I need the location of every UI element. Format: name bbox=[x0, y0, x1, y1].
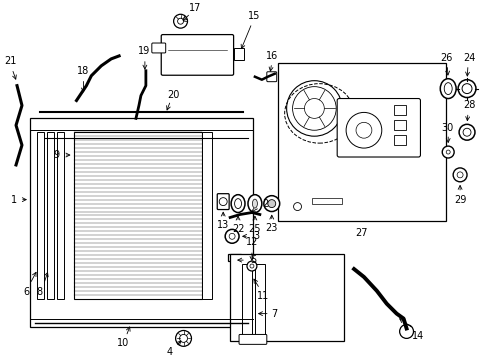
Circle shape bbox=[356, 122, 372, 138]
FancyBboxPatch shape bbox=[161, 35, 234, 75]
Bar bbox=[230, 254, 344, 341]
Circle shape bbox=[225, 229, 239, 243]
Text: 22: 22 bbox=[232, 224, 245, 234]
Bar bbox=[255, 264, 265, 337]
Bar bbox=[242, 264, 252, 337]
FancyBboxPatch shape bbox=[337, 99, 420, 157]
Bar bbox=[278, 63, 446, 221]
Circle shape bbox=[400, 324, 414, 338]
Circle shape bbox=[287, 81, 342, 136]
Circle shape bbox=[453, 168, 467, 182]
Circle shape bbox=[264, 196, 280, 212]
Circle shape bbox=[446, 150, 450, 154]
Circle shape bbox=[294, 203, 301, 211]
Circle shape bbox=[346, 112, 382, 148]
Circle shape bbox=[177, 18, 184, 24]
Ellipse shape bbox=[252, 199, 257, 208]
Circle shape bbox=[459, 124, 475, 140]
Text: 8: 8 bbox=[37, 287, 43, 297]
Ellipse shape bbox=[231, 195, 245, 212]
Text: 12: 12 bbox=[246, 237, 258, 247]
Text: 19: 19 bbox=[138, 46, 150, 56]
Circle shape bbox=[268, 200, 276, 208]
Bar bbox=[393, 105, 406, 116]
Text: 3: 3 bbox=[253, 231, 259, 241]
Bar bbox=[313, 198, 342, 204]
Text: 14: 14 bbox=[413, 332, 425, 341]
Ellipse shape bbox=[235, 199, 242, 208]
Circle shape bbox=[304, 99, 324, 118]
Circle shape bbox=[463, 128, 471, 136]
Circle shape bbox=[229, 233, 235, 239]
Text: 29: 29 bbox=[454, 195, 466, 204]
Text: 13: 13 bbox=[217, 220, 229, 230]
Text: 6: 6 bbox=[23, 287, 29, 297]
Text: 5: 5 bbox=[250, 255, 256, 265]
Text: 1: 1 bbox=[11, 195, 17, 204]
Text: 27: 27 bbox=[356, 228, 368, 238]
Circle shape bbox=[458, 80, 476, 98]
Circle shape bbox=[293, 87, 336, 130]
Ellipse shape bbox=[248, 195, 262, 212]
Bar bbox=[57, 132, 64, 299]
Circle shape bbox=[250, 264, 254, 268]
Circle shape bbox=[462, 84, 472, 94]
Text: 26: 26 bbox=[440, 53, 452, 63]
FancyBboxPatch shape bbox=[267, 72, 277, 82]
Text: 2: 2 bbox=[263, 199, 269, 208]
Bar bbox=[393, 120, 406, 130]
Text: 7: 7 bbox=[271, 309, 278, 319]
Bar bbox=[30, 118, 253, 327]
Text: 9: 9 bbox=[53, 150, 60, 160]
Bar bbox=[47, 132, 54, 299]
Text: 23: 23 bbox=[266, 224, 278, 233]
Bar bbox=[234, 48, 244, 60]
Text: 30: 30 bbox=[441, 123, 453, 133]
Text: 25: 25 bbox=[248, 224, 261, 234]
FancyBboxPatch shape bbox=[152, 43, 166, 53]
Circle shape bbox=[457, 172, 463, 178]
Circle shape bbox=[247, 261, 257, 271]
Ellipse shape bbox=[441, 79, 456, 99]
Circle shape bbox=[175, 330, 192, 346]
Text: 11: 11 bbox=[257, 291, 269, 301]
Bar bbox=[202, 132, 212, 299]
Text: 21: 21 bbox=[4, 56, 16, 66]
FancyBboxPatch shape bbox=[228, 254, 241, 261]
Text: 20: 20 bbox=[168, 90, 180, 100]
Circle shape bbox=[179, 334, 188, 342]
Circle shape bbox=[442, 146, 454, 158]
Text: 15: 15 bbox=[248, 11, 260, 21]
Text: 24: 24 bbox=[463, 53, 475, 63]
FancyBboxPatch shape bbox=[239, 334, 267, 345]
Ellipse shape bbox=[444, 83, 452, 95]
Text: 28: 28 bbox=[463, 100, 475, 111]
Text: 4: 4 bbox=[167, 347, 173, 357]
FancyBboxPatch shape bbox=[217, 194, 229, 210]
Bar bbox=[74, 132, 202, 299]
Text: 16: 16 bbox=[266, 51, 278, 61]
Circle shape bbox=[173, 14, 188, 28]
Circle shape bbox=[219, 198, 227, 206]
Bar bbox=[393, 135, 406, 145]
Text: 18: 18 bbox=[77, 66, 90, 76]
Text: 10: 10 bbox=[117, 338, 129, 348]
Bar bbox=[37, 132, 44, 299]
Text: 17: 17 bbox=[189, 3, 201, 13]
